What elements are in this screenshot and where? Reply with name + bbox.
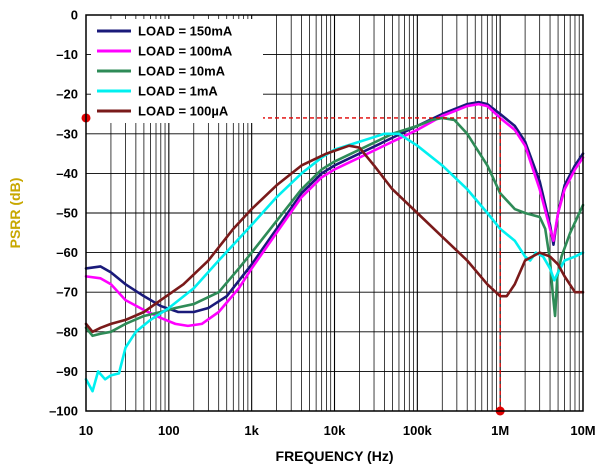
y-tick-label: –70 [56, 285, 78, 300]
plot-frame [85, 14, 584, 412]
y-tick-label: –30 [56, 126, 78, 141]
legend-label: LOAD = 150mA [138, 24, 233, 39]
y-tick-labels: 0 –10 –20 –30 –40 –50 –60 –70 –80 –90 –100 [49, 8, 78, 419]
series-line [84, 132, 585, 393]
legend-label: LOAD = 100µA [138, 104, 229, 119]
x-tick-label: 1k [244, 423, 259, 438]
y-axis-title: PSRR (dB) [7, 178, 23, 249]
legend: LOAD = 150mA LOAD = 100mA LOAD = 10mA LOAD … [91, 19, 263, 123]
x-tick-label: 10M [570, 423, 595, 438]
x-tick-label: 10k [324, 423, 346, 438]
legend-label: LOAD = 100mA [138, 44, 233, 59]
series-lines [84, 100, 585, 393]
y-tick-label: –50 [56, 206, 78, 221]
legend-label: LOAD = 1mA [138, 84, 218, 99]
legend-label: LOAD = 10mA [138, 64, 226, 79]
y-tick-label: 0 [71, 8, 78, 23]
series-line [84, 116, 585, 338]
series-line [84, 102, 585, 328]
y-tick-label: –40 [56, 166, 78, 181]
y-tick-label: –100 [49, 404, 78, 419]
series-line [84, 144, 585, 334]
y-tick-label: –10 [56, 47, 78, 62]
y-tick-label: –20 [56, 87, 78, 102]
y-tick-label: –60 [56, 245, 78, 260]
x-tick-labels: 10 100 1k 10k 100k 1M 10M [79, 423, 596, 438]
x-tick-label: 100 [158, 423, 180, 438]
y-tick-label: –90 [56, 364, 78, 379]
annotation [81, 113, 505, 416]
y-tick-label: –80 [56, 324, 78, 339]
x-tick-label: 10 [79, 423, 93, 438]
x-axis-title: FREQUENCY (Hz) [276, 448, 394, 464]
x-tick-label: 1M [491, 423, 509, 438]
x-tick-label: 100k [403, 423, 433, 438]
